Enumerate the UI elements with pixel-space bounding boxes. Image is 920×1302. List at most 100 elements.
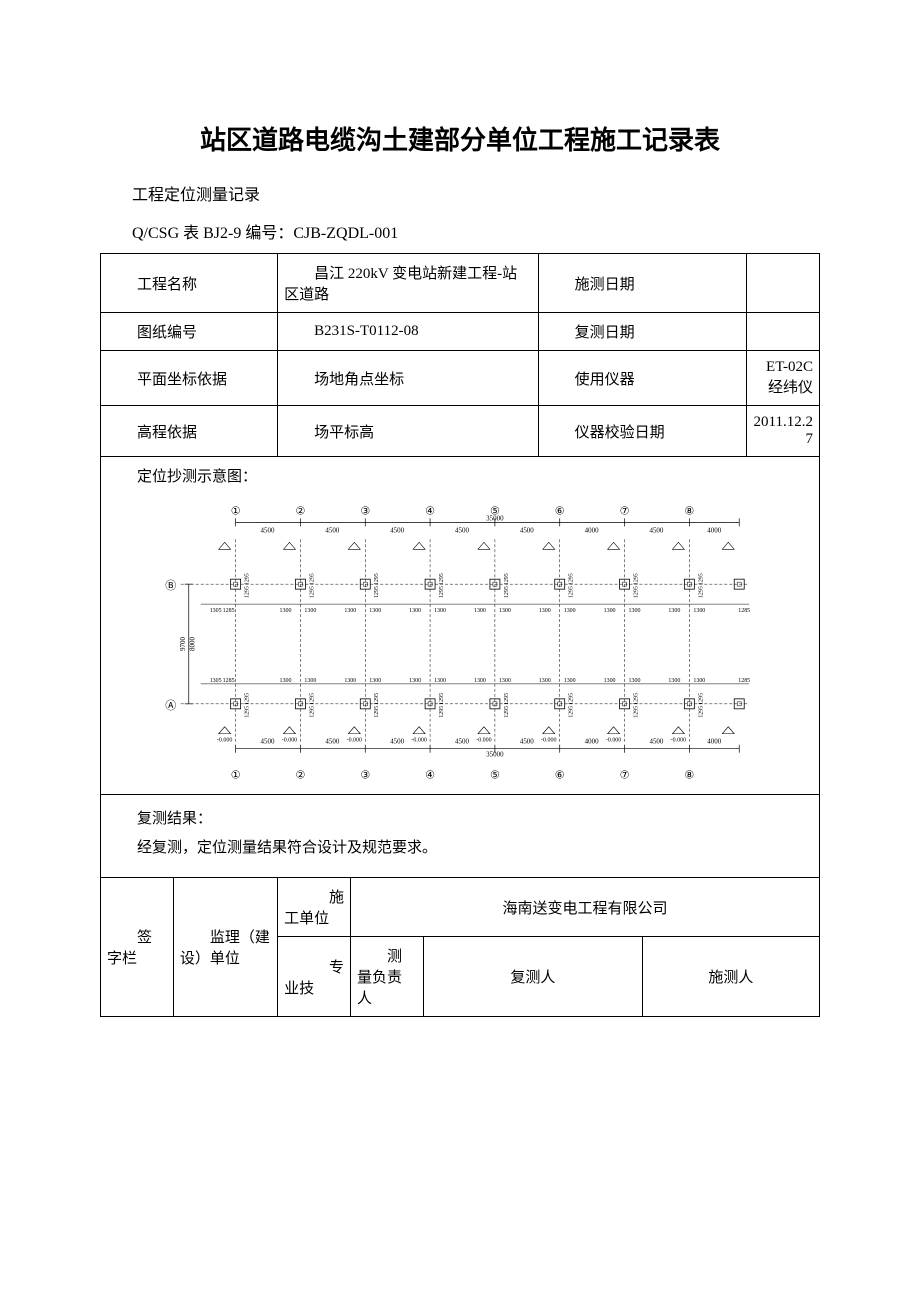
svg-text:9700: 9700 [179, 637, 187, 651]
table-row: 工程名称 昌江 220kV 变电站新建工程-站区道路 施测日期 [101, 254, 820, 313]
svg-text:1295: 1295 [245, 706, 251, 718]
result-label: 复测结果： [107, 807, 813, 828]
svg-text:②: ② [296, 770, 306, 782]
cell-value: 场地角点坐标 [278, 351, 538, 406]
cell-label: 图纸编号 [101, 313, 278, 351]
svg-text:4000: 4000 [707, 526, 721, 534]
svg-text:1295: 1295 [634, 706, 640, 718]
svg-text:-0.000: -0.000 [541, 738, 556, 744]
svg-text:⑧: ⑧ [684, 770, 694, 782]
svg-text:1300: 1300 [369, 678, 381, 684]
table-row: 高程依据 场平标高 仪器校验日期 2011.12.27 [101, 406, 820, 457]
svg-text:4500: 4500 [325, 526, 339, 534]
svg-text:1285: 1285 [738, 608, 750, 614]
svg-text:1295: 1295 [504, 706, 510, 718]
svg-text:35000: 35000 [486, 514, 504, 522]
svg-text:1295: 1295 [698, 573, 704, 585]
svg-text:1300: 1300 [629, 608, 641, 614]
svg-text:4500: 4500 [261, 738, 275, 746]
svg-text:1300: 1300 [344, 608, 356, 614]
svg-text:1285: 1285 [738, 678, 750, 684]
svg-text:②: ② [296, 505, 306, 517]
svg-text:4500: 4500 [649, 526, 663, 534]
svg-text:1295: 1295 [245, 586, 251, 598]
svg-text:1300: 1300 [693, 608, 705, 614]
signature-label: 专业技 [278, 937, 351, 1017]
svg-text:④: ④ [425, 505, 435, 517]
svg-text:1295: 1295 [309, 693, 315, 705]
svg-text:1295: 1295 [504, 693, 510, 705]
svg-text:1295: 1295 [309, 573, 315, 585]
svg-text:-0.000: -0.000 [476, 738, 491, 744]
svg-text:1300: 1300 [564, 608, 576, 614]
svg-text:1295: 1295 [698, 706, 704, 718]
svg-text:①: ① [231, 770, 241, 782]
cell-value [746, 313, 819, 351]
signature-label: 测量负责人 [351, 937, 424, 1017]
svg-text:4000: 4000 [707, 738, 721, 746]
svg-text:1300: 1300 [539, 678, 551, 684]
svg-text:1300: 1300 [564, 678, 576, 684]
svg-text:⑦: ⑦ [620, 770, 630, 782]
svg-text:-0.000: -0.000 [671, 738, 686, 744]
svg-text:4000: 4000 [585, 738, 599, 746]
svg-text:1295: 1295 [439, 573, 445, 585]
svg-text:⑥: ⑥ [555, 770, 565, 782]
svg-text:④: ④ [425, 770, 435, 782]
svg-text:4000: 4000 [585, 526, 599, 534]
svg-text:1300: 1300 [474, 608, 486, 614]
svg-text:⑤: ⑤ [490, 770, 500, 782]
svg-text:1295: 1295 [569, 706, 575, 718]
svg-text:1300: 1300 [668, 608, 680, 614]
svg-text:1285: 1285 [223, 678, 235, 684]
cell-value [746, 254, 819, 313]
svg-text:4500: 4500 [520, 738, 534, 746]
svg-text:③: ③ [360, 770, 370, 782]
svg-text:4500: 4500 [455, 738, 469, 746]
svg-text:1295: 1295 [374, 573, 380, 585]
svg-text:1295: 1295 [439, 586, 445, 598]
cell-label: 工程名称 [101, 254, 278, 313]
svg-text:1295: 1295 [569, 693, 575, 705]
diagram-header: 定位抄测示意图： [101, 457, 819, 494]
svg-text:-0.000: -0.000 [217, 738, 232, 744]
svg-text:1295: 1295 [309, 586, 315, 598]
svg-text:1295: 1295 [439, 706, 445, 718]
svg-text:-0.000: -0.000 [411, 738, 426, 744]
svg-text:1295: 1295 [569, 586, 575, 598]
svg-text:1300: 1300 [344, 678, 356, 684]
table-row: 图纸编号 B231S-T0112-08 复测日期 [101, 313, 820, 351]
svg-text:1300: 1300 [409, 608, 421, 614]
table-row: 签字栏 监理（建设）单位 施工单位 海南送变电工程有限公司 [101, 878, 820, 937]
cell-value: 场平标高 [278, 406, 538, 457]
svg-text:⑧: ⑧ [684, 505, 694, 517]
svg-text:1300: 1300 [409, 678, 421, 684]
signature-value: 海南送变电工程有限公司 [351, 878, 820, 937]
svg-text:4500: 4500 [520, 526, 534, 534]
cell-label: 高程依据 [101, 406, 278, 457]
svg-text:1305: 1305 [210, 608, 222, 614]
svg-text:1295: 1295 [309, 706, 315, 718]
cell-label: 使用仪器 [538, 351, 746, 406]
svg-text:1300: 1300 [604, 608, 616, 614]
document-subtitle: 工程定位测量记录 [100, 181, 820, 205]
svg-text:1300: 1300 [474, 678, 486, 684]
signature-label: 复测人 [423, 937, 642, 1017]
svg-text:1305: 1305 [210, 678, 222, 684]
svg-text:Ⓑ: Ⓑ [165, 579, 176, 592]
svg-text:1295: 1295 [698, 693, 704, 705]
svg-text:4500: 4500 [649, 738, 663, 746]
svg-text:1295: 1295 [439, 693, 445, 705]
svg-text:4500: 4500 [390, 738, 404, 746]
cell-value: 2011.12.27 [746, 406, 819, 457]
svg-text:1295: 1295 [374, 706, 380, 718]
svg-text:1295: 1295 [634, 693, 640, 705]
cell-label: 仪器校验日期 [538, 406, 746, 457]
result-cell: 复测结果： 经复测，定位测量结果符合设计及规范要求。 [101, 795, 820, 878]
table-row: 平面坐标依据 场地角点坐标 使用仪器 ET-02C经纬仪 [101, 351, 820, 406]
document-code: Q/CSG 表 BJ2-9 编号：CJB-ZQDL-001 [100, 219, 820, 243]
result-text: 经复测，定位测量结果符合设计及规范要求。 [107, 836, 813, 857]
svg-text:1295: 1295 [569, 573, 575, 585]
svg-text:35000: 35000 [486, 751, 504, 759]
svg-text:1300: 1300 [499, 608, 511, 614]
